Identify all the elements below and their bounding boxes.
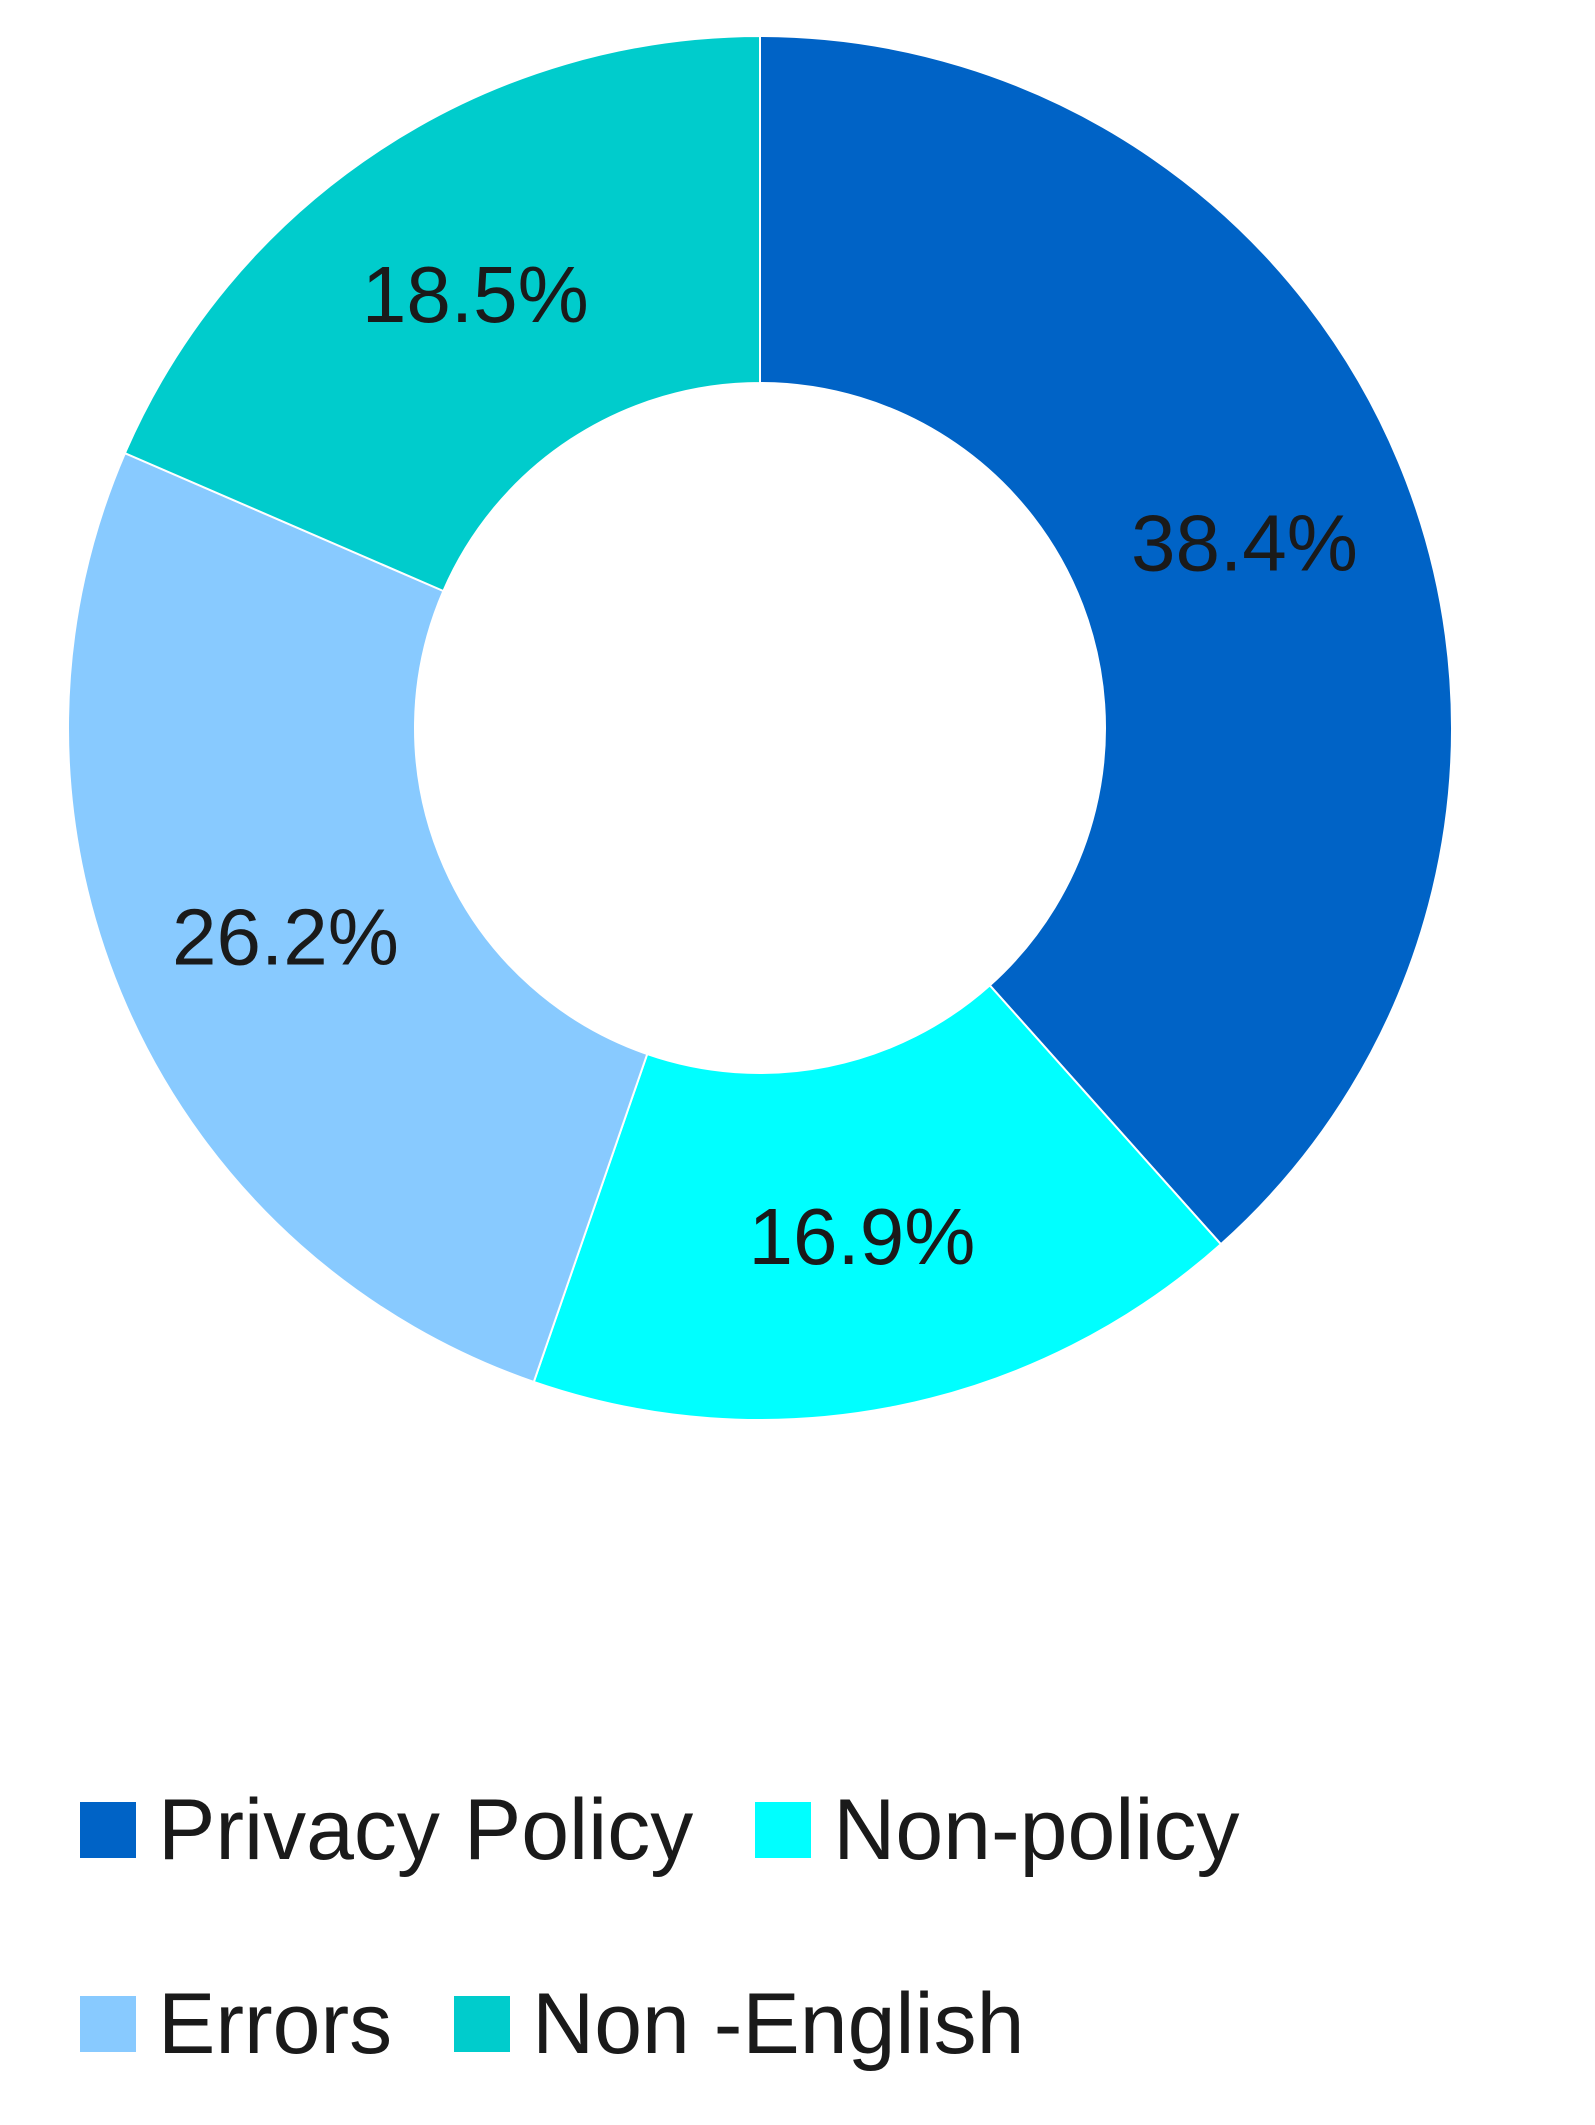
slices-group: [67, 34, 1453, 1421]
legend-label: Privacy Policy: [158, 1782, 694, 1878]
legend: Privacy Policy Non-policy Errors Non -Engli…: [80, 1765, 1550, 2089]
legend-swatch: [454, 1996, 511, 2052]
legend-item: Errors: [80, 1959, 392, 2089]
donut-slice-non-policy: [532, 983, 1223, 1421]
donut-plot-area: 38.4% 16.9% 26.2% 18.5%: [67, 34, 1453, 1421]
legend-label: Non-policy: [833, 1782, 1240, 1878]
slice-labels-group: 38.4% 16.9% 26.2% 18.5%: [172, 250, 1358, 1281]
slice-data-label: 26.2%: [172, 892, 399, 981]
legend-label: Errors: [158, 1976, 393, 2072]
legend-item: Privacy Policy: [80, 1765, 693, 1895]
legend-item: Non -English: [454, 1959, 1024, 2089]
donut-slice-non-english: [123, 34, 761, 593]
legend-swatch: [80, 1802, 136, 1858]
slice-data-label: 16.9%: [749, 1192, 976, 1281]
legend-item: Non-policy: [755, 1765, 1240, 1895]
legend-label: Non -English: [532, 1976, 1025, 2072]
donut-slice-errors: [67, 451, 649, 1384]
legend-swatch: [755, 1802, 812, 1858]
slice-data-label: 18.5%: [362, 250, 589, 339]
donut-slice-privacy-policy: [759, 34, 1453, 1246]
legend-swatch: [80, 1996, 136, 2052]
slice-data-label: 38.4%: [1131, 499, 1358, 588]
